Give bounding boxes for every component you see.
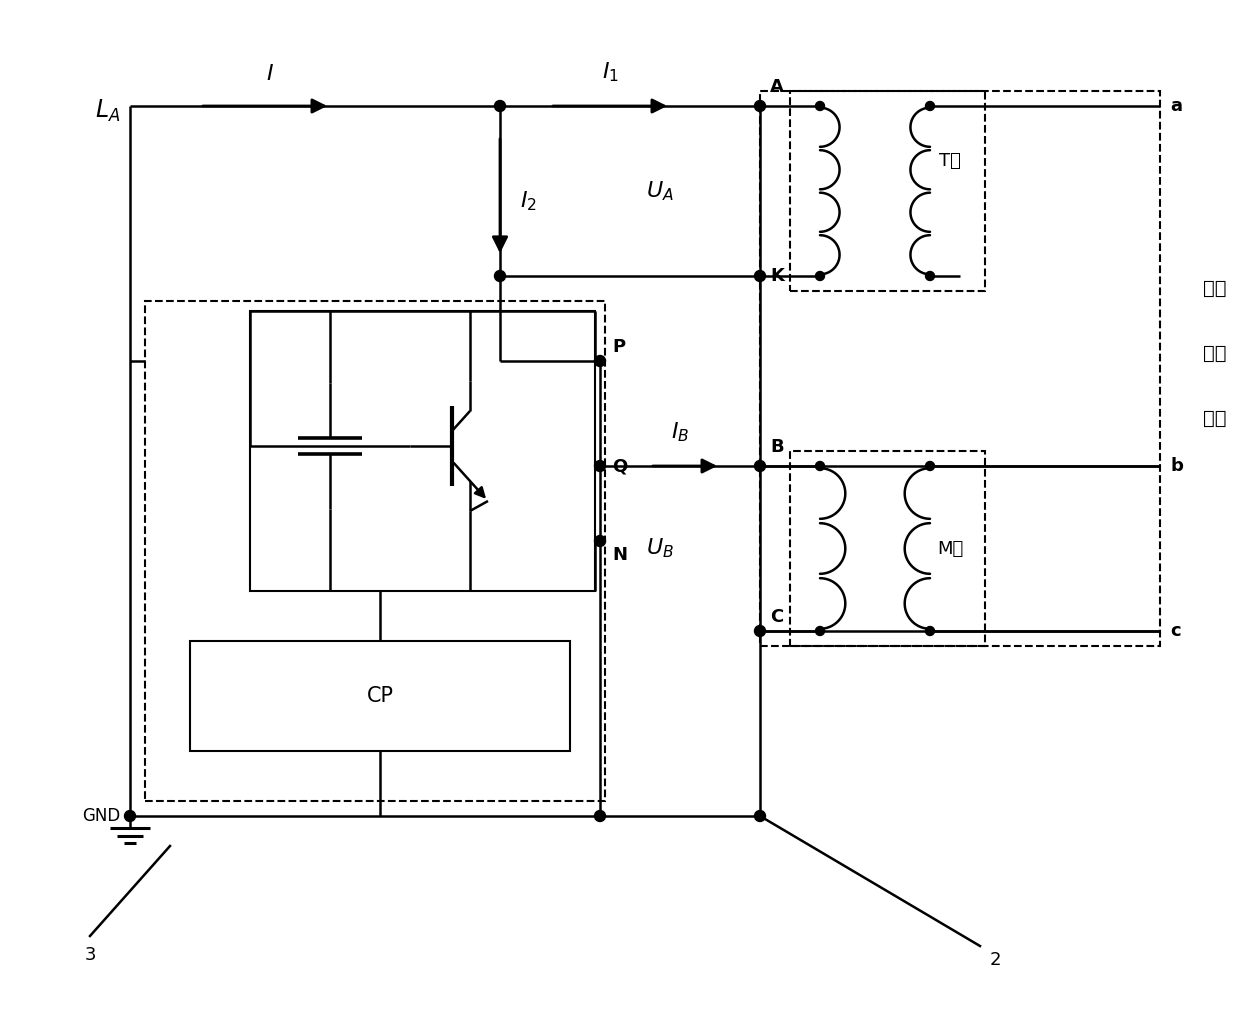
Text: B: B	[770, 438, 784, 456]
Bar	[190, 641, 570, 751]
Text: A: A	[770, 78, 784, 96]
Text: $I_1$: $I_1$	[601, 60, 619, 84]
Circle shape	[594, 810, 605, 822]
Bar	[250, 311, 595, 591]
Circle shape	[816, 271, 825, 281]
Circle shape	[754, 270, 765, 282]
Circle shape	[754, 460, 765, 471]
Text: M座: M座	[937, 540, 963, 557]
Text: 相电: 相电	[1203, 409, 1226, 428]
Text: K: K	[770, 267, 784, 285]
Text: $L_A$: $L_A$	[94, 97, 120, 124]
Circle shape	[816, 627, 825, 635]
Circle shape	[495, 270, 506, 282]
Circle shape	[925, 461, 935, 470]
Text: P: P	[613, 338, 625, 356]
Circle shape	[816, 102, 825, 111]
Bar	[145, 301, 605, 801]
Circle shape	[816, 461, 825, 470]
Text: $I_2$: $I_2$	[520, 190, 537, 212]
Text: 3: 3	[84, 946, 95, 965]
Circle shape	[594, 355, 605, 367]
Circle shape	[925, 102, 935, 111]
Text: Q: Q	[613, 457, 627, 474]
Text: $I_B$: $I_B$	[671, 421, 689, 444]
Text: 2: 2	[990, 951, 1002, 969]
Text: c: c	[1171, 622, 1180, 640]
Circle shape	[754, 626, 765, 636]
Text: C: C	[770, 608, 784, 626]
Text: T座: T座	[939, 152, 961, 170]
Bar	[790, 451, 985, 646]
Text: 侧三: 侧三	[1203, 344, 1226, 363]
Text: CP: CP	[367, 686, 393, 706]
Circle shape	[925, 271, 935, 281]
Circle shape	[754, 100, 765, 112]
Bar	[790, 91, 985, 291]
Circle shape	[594, 460, 605, 471]
Circle shape	[754, 810, 765, 822]
Circle shape	[594, 536, 605, 547]
Text: GND: GND	[82, 807, 120, 825]
Text: $U_A$: $U_A$	[646, 179, 673, 203]
Text: $U_B$: $U_B$	[646, 537, 675, 560]
Circle shape	[925, 627, 935, 635]
Text: a: a	[1171, 97, 1182, 115]
Text: 用户: 用户	[1203, 279, 1226, 298]
Circle shape	[495, 100, 506, 112]
Text: b: b	[1171, 457, 1183, 474]
Text: N: N	[613, 546, 627, 564]
Bar	[760, 91, 1159, 646]
Text: $I$: $I$	[267, 64, 274, 84]
Circle shape	[124, 810, 135, 822]
